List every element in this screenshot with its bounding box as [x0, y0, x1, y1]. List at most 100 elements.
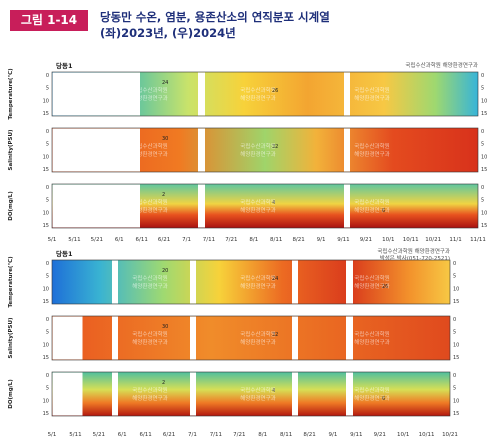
data-gap-1 — [134, 72, 140, 116]
watermark: 국립수산과학원 — [240, 142, 275, 150]
depth-tick-right: 10 — [453, 286, 459, 292]
depth-tick-left: 15 — [43, 299, 49, 305]
watermark: 국립수산과학원 — [132, 386, 167, 394]
watermark: 국립수산과학원 — [132, 86, 167, 94]
watermark: 해양환경연구과 — [240, 338, 275, 346]
x-tick-label: 6/1 — [118, 432, 127, 438]
ylabel-temperature: Temperature(℃) — [7, 68, 14, 120]
depth-tick-right: 15 — [453, 355, 459, 361]
x-tick-label: 11/11 — [470, 237, 486, 243]
data-gap-2 — [190, 372, 196, 416]
watermark: 국립수산과학원 — [240, 274, 275, 282]
figure-title-line2: (좌)2023년, (우)2024년 — [100, 26, 236, 40]
contour-label: 6 — [382, 208, 385, 214]
watermark: 국립수산과학원 — [354, 330, 389, 338]
x-tick-label: 9/1 — [329, 432, 338, 438]
contour-label: 2 — [162, 380, 165, 386]
contour-label: 26 — [272, 88, 278, 94]
contour-label: 4 — [272, 200, 275, 206]
data-gap-2 — [198, 72, 205, 116]
panel-title-1: 당동1 — [56, 61, 73, 70]
depth-tick-right: 5 — [453, 386, 456, 392]
watermark: 국립수산과학원 — [240, 330, 275, 338]
data-gap-3 — [292, 372, 298, 416]
x-tick-label: 7/21 — [233, 432, 245, 438]
x-tick-label: 10/21 — [442, 432, 458, 438]
ylabel-salinity: Salinity(PSU) — [8, 129, 14, 170]
data-gap-3 — [344, 72, 350, 116]
watermark: 해양환경연구과 — [240, 206, 275, 214]
x-tick-label: 10/21 — [425, 237, 441, 243]
depth-time-series-chart: 당동1 국립수산과학원 해양환경연구과 Temperature(℃) 0 0 5 5 10 10… — [7, 61, 487, 438]
x-tick-label: 8/11 — [270, 237, 282, 243]
x-tick-label: 8/11 — [280, 432, 292, 438]
data-gap-4 — [346, 372, 353, 416]
x-tick-label: 8/21 — [292, 237, 304, 243]
x-tick-label: 7/21 — [225, 237, 237, 243]
depth-tick-left: 15 — [43, 111, 49, 117]
watermark: 해양환경연구과 — [240, 150, 275, 158]
data-gap-3 — [344, 128, 350, 172]
depth-tick-left: 0 — [46, 73, 49, 79]
x-tick-label: 9/11 — [350, 432, 362, 438]
depth-tick-right: 15 — [453, 299, 459, 305]
x-tick-label: 6/11 — [136, 237, 148, 243]
no-data-region — [52, 372, 83, 416]
depth-tick-right: 0 — [453, 261, 456, 267]
no-data-region — [52, 128, 135, 172]
watermark: 국립수산과학원 — [354, 86, 389, 94]
data-gap-1 — [134, 184, 140, 228]
watermark: 해양환경연구과 — [354, 94, 389, 102]
depth-tick-left: 0 — [46, 261, 49, 267]
x-tick-label: 6/21 — [163, 432, 175, 438]
contour-label: 2 — [162, 192, 165, 198]
watermark: 국립수산과학원 — [354, 198, 389, 206]
x-tick-label: 5/21 — [91, 237, 103, 243]
watermark: 해양환경연구과 — [354, 394, 389, 402]
x-tick-label: 10/11 — [419, 432, 435, 438]
x-tick-label: 9/1 — [317, 237, 326, 243]
depth-tick-left: 15 — [43, 167, 49, 173]
depth-tick-right: 15 — [481, 111, 487, 117]
x-tick-label: 7/11 — [210, 432, 222, 438]
data-gap-1 — [112, 316, 118, 360]
depth-tick-right: 5 — [481, 142, 484, 148]
depth-tick-left: 15 — [43, 355, 49, 361]
data-gap-1 — [112, 372, 118, 416]
data-gap-4 — [346, 260, 353, 304]
data-gap-2 — [198, 128, 205, 172]
x-tick-label: 9/21 — [374, 432, 386, 438]
depth-tick-right: 15 — [453, 411, 459, 417]
depth-tick-left: 10 — [43, 154, 49, 160]
depth-tick-left: 15 — [43, 223, 49, 229]
data-gap-3 — [344, 184, 350, 228]
x-tick-label: 5/21 — [93, 432, 105, 438]
depth-tick-right: 5 — [453, 330, 456, 336]
x-tick-label: 5/1 — [48, 237, 57, 243]
depth-tick-left: 0 — [46, 185, 49, 191]
watermark: 해양환경연구과 — [132, 338, 167, 346]
watermark: 해양환경연구과 — [132, 206, 167, 214]
contour-label: 32 — [272, 144, 278, 150]
watermark: 해양환경연구과 — [132, 282, 167, 290]
x-tick-label: 6/11 — [139, 432, 151, 438]
contour-label: 6 — [382, 396, 385, 402]
watermark: 해양환경연구과 — [132, 394, 167, 402]
watermark: 국립수산과학원 — [240, 86, 275, 94]
contour-label: 32 — [272, 332, 278, 338]
depth-tick-left: 10 — [43, 398, 49, 404]
watermark: 국립수산과학원 — [132, 330, 167, 338]
watermark: 해양환경연구과 — [354, 338, 389, 346]
heatmap-salinity-2 — [51, 315, 451, 361]
x-tick-label: 9/11 — [337, 237, 349, 243]
data-gap-3 — [292, 316, 298, 360]
contour-label: 26 — [382, 284, 388, 290]
watermark: 해양환경연구과 — [354, 150, 389, 158]
ylabel-do: DO(mg/L) — [8, 379, 14, 409]
depth-tick-left: 10 — [43, 342, 49, 348]
contour-label: 24 — [162, 80, 168, 86]
contour-label: 4 — [272, 388, 275, 394]
depth-tick-left: 10 — [43, 210, 49, 216]
credit-1: 국립수산과학원 해양환경연구과 — [405, 61, 478, 69]
depth-tick-left: 5 — [46, 330, 49, 336]
